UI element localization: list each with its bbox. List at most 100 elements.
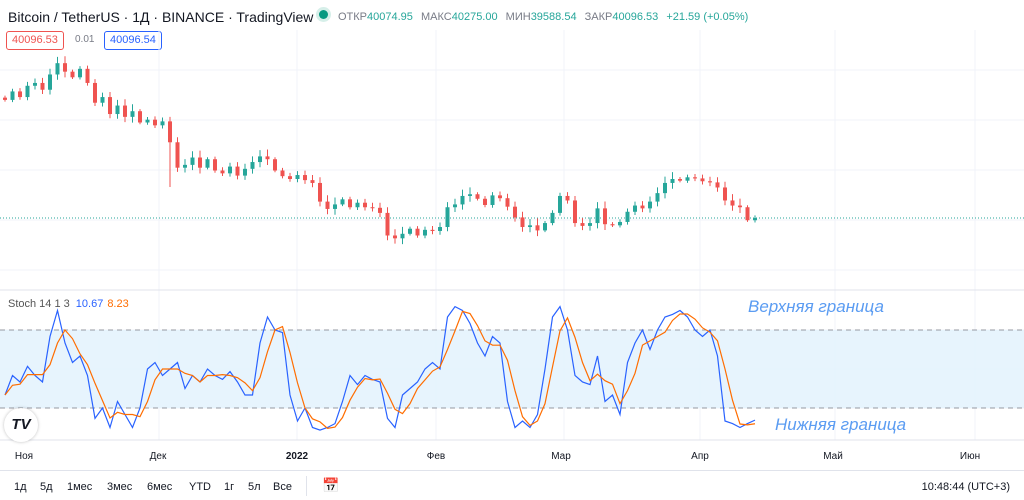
candle-body	[565, 195, 570, 201]
chart-header: Bitcoin / TetherUS · 1Д · BINANCE · Trad…	[0, 0, 1024, 30]
candle-body	[100, 97, 105, 103]
low-label: МИН	[505, 11, 531, 23]
candle-body	[460, 195, 465, 205]
stoch-name: Stoch 14 1 3	[8, 298, 70, 310]
stoch-k-value: 10.67	[75, 298, 104, 310]
candle-body	[648, 201, 652, 209]
range-1y-button[interactable]: 1г	[224, 481, 235, 493]
time-label: Апр	[691, 451, 709, 462]
candle-body	[33, 82, 37, 86]
candle-body	[93, 82, 97, 103]
upper-bound-annotation: Верхняя граница	[748, 297, 884, 316]
open-label: ОТКР	[338, 11, 368, 23]
candles	[3, 56, 757, 245]
candle-body	[408, 228, 412, 234]
candle-body	[295, 175, 300, 179]
range-1d-button[interactable]: 1д	[14, 481, 27, 493]
range-ytd-button[interactable]: YTD	[189, 481, 211, 493]
candle-body	[745, 207, 750, 221]
candle-body	[520, 217, 525, 228]
candle-body	[715, 182, 720, 188]
candle-body	[303, 175, 307, 181]
date-range-icon[interactable]: 📅	[322, 477, 340, 493]
candle-body	[603, 208, 607, 225]
candle-body	[610, 224, 615, 226]
buy-button[interactable]: 40096.54	[104, 31, 162, 50]
open-value: 40074.95	[367, 11, 413, 23]
candle-body	[700, 178, 705, 182]
candle-body	[63, 63, 67, 72]
candle-body	[655, 193, 660, 202]
change-value: +21.59 (+0.05%)	[666, 11, 749, 23]
candle-body	[10, 91, 15, 100]
time-label: Май	[823, 451, 843, 462]
symbol-title[interactable]: Bitcoin / TetherUS · 1Д · BINANCE · Trad…	[8, 9, 314, 25]
candle-body	[505, 198, 510, 207]
time-label: Мар	[551, 451, 571, 462]
range-1m-button[interactable]: 1мес	[67, 481, 93, 493]
candle-body	[318, 182, 322, 202]
time-label: Дек	[149, 451, 167, 462]
candle-body	[183, 164, 187, 168]
lower-bound-annotation: Нижняя граница	[775, 415, 907, 434]
range-5y-button[interactable]: 5л	[248, 481, 261, 493]
close-label: ЗАКР	[584, 11, 613, 23]
ohlc-values: ОТКР40074.95 МАКС40275.00 МИН39588.54 ЗА…	[338, 11, 753, 23]
high-value: 40275.00	[451, 11, 498, 23]
candle-body	[498, 195, 502, 199]
sell-button[interactable]: 40096.53	[6, 31, 64, 50]
range-6m-button[interactable]: 6мес	[147, 481, 173, 493]
candle-body	[738, 205, 742, 208]
candle-body	[753, 218, 757, 221]
stoch-d-value: 8.23	[107, 298, 129, 310]
candle-body	[678, 178, 682, 181]
range-3m-button[interactable]: 3мес	[107, 481, 133, 493]
candle-body	[445, 207, 450, 228]
clock[interactable]: 10:48:44 (UTC+3)	[921, 481, 1010, 493]
candle-body	[535, 225, 540, 231]
candle-body	[153, 119, 157, 126]
candle-body	[145, 119, 150, 123]
time-label: Фев	[426, 451, 446, 462]
candle-body	[348, 199, 352, 208]
low-value: 39588.54	[530, 11, 577, 23]
candle-body	[730, 200, 735, 206]
candle-body	[415, 228, 420, 236]
candle-body	[640, 205, 645, 209]
candle-body	[273, 159, 277, 171]
candle-body	[108, 97, 112, 115]
chart-canvas[interactable]	[0, 0, 1024, 470]
candle-body	[693, 177, 697, 179]
candle-body	[3, 97, 7, 100]
time-label: Ноя	[14, 451, 34, 462]
candle-body	[438, 227, 442, 231]
stoch-legend[interactable]: Stoch 14 1 3 10.67 8.23	[8, 298, 129, 310]
candle-body	[228, 166, 232, 174]
range-5d-button[interactable]: 5д	[40, 481, 53, 493]
candle-body	[513, 206, 517, 218]
candle-body	[280, 170, 285, 177]
candle-body	[115, 105, 120, 115]
candle-body	[543, 223, 547, 231]
candle-body	[528, 225, 532, 228]
candle-body	[685, 177, 690, 181]
candle-body	[48, 74, 52, 90]
toolbar-divider	[306, 476, 307, 496]
candle-body	[220, 170, 225, 174]
candle-body	[70, 71, 75, 78]
candle-body	[423, 229, 427, 236]
time-label: Июн	[959, 451, 981, 462]
candle-body	[588, 223, 592, 226]
candle-body	[258, 156, 262, 163]
candle-body	[25, 85, 30, 98]
candle-body	[670, 178, 675, 183]
candle-body	[385, 212, 390, 236]
tradingview-logo[interactable]: TV	[4, 408, 38, 442]
candle-body	[475, 194, 480, 199]
range-all-button[interactable]: Все	[273, 481, 292, 493]
spread-value: 0.01	[75, 34, 95, 45]
candle-body	[288, 176, 292, 179]
candle-body	[625, 211, 630, 222]
candle-body	[160, 121, 165, 126]
candle-body	[595, 208, 600, 224]
